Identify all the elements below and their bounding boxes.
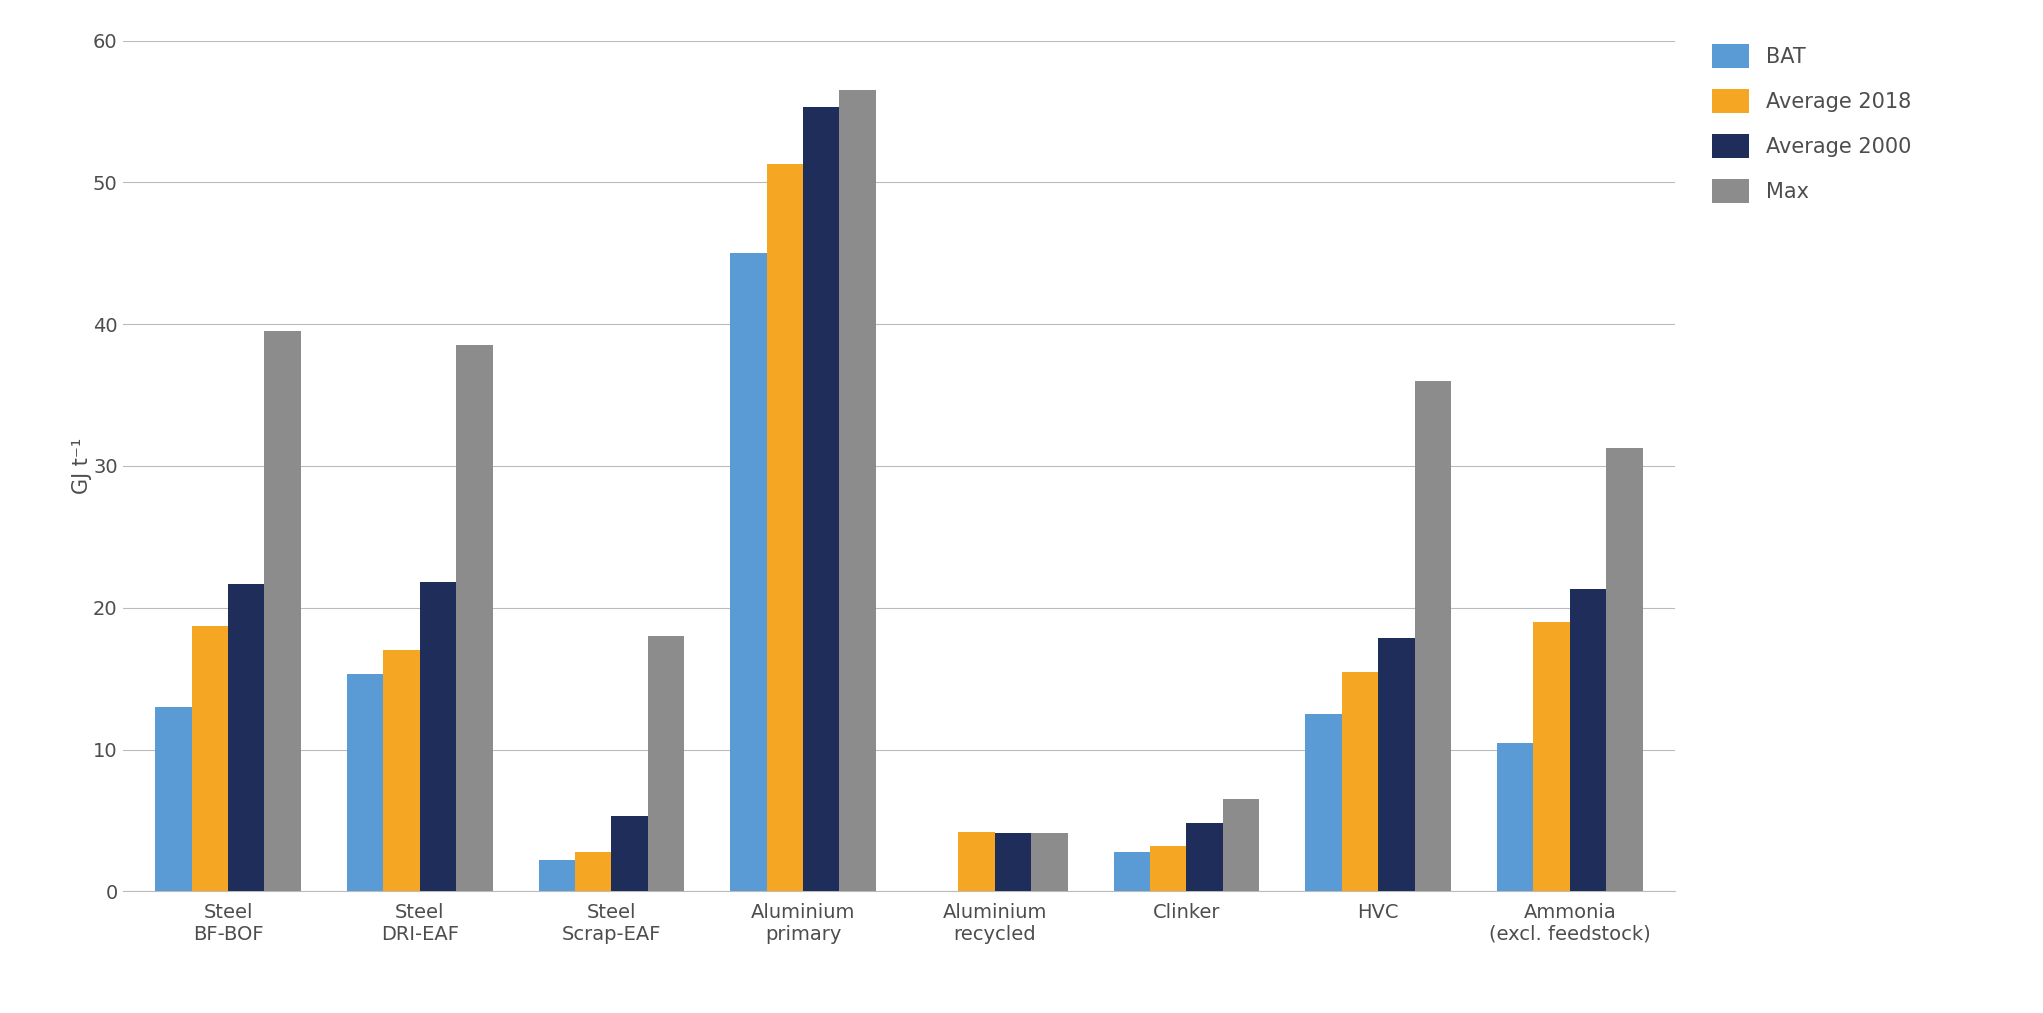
Bar xyxy=(729,253,766,891)
Bar xyxy=(995,834,1032,891)
Bar xyxy=(419,582,456,891)
Bar xyxy=(1150,846,1187,891)
Bar xyxy=(192,626,229,891)
Bar xyxy=(1379,637,1414,891)
Bar xyxy=(1305,714,1342,891)
Bar xyxy=(1569,590,1606,891)
Bar xyxy=(840,90,876,891)
Bar xyxy=(1224,799,1258,891)
Bar xyxy=(264,331,300,891)
Bar xyxy=(611,816,648,891)
Bar xyxy=(539,860,574,891)
Bar xyxy=(648,636,684,891)
Bar xyxy=(1534,622,1569,891)
Legend: BAT, Average 2018, Average 2000, Max: BAT, Average 2018, Average 2000, Max xyxy=(1702,33,1922,214)
Y-axis label: GJ t⁻¹: GJ t⁻¹ xyxy=(72,438,92,494)
Bar xyxy=(384,650,419,891)
Bar xyxy=(574,852,611,891)
Bar xyxy=(229,583,264,891)
Bar xyxy=(456,345,492,891)
Bar xyxy=(1032,834,1068,891)
Bar xyxy=(347,675,384,891)
Bar xyxy=(155,707,192,891)
Bar xyxy=(958,832,995,891)
Bar xyxy=(1187,824,1224,891)
Bar xyxy=(1498,743,1534,891)
Bar xyxy=(1113,852,1150,891)
Bar xyxy=(766,164,803,891)
Bar xyxy=(1414,381,1451,891)
Bar xyxy=(1606,448,1643,891)
Bar xyxy=(803,107,840,891)
Bar xyxy=(1342,672,1379,891)
